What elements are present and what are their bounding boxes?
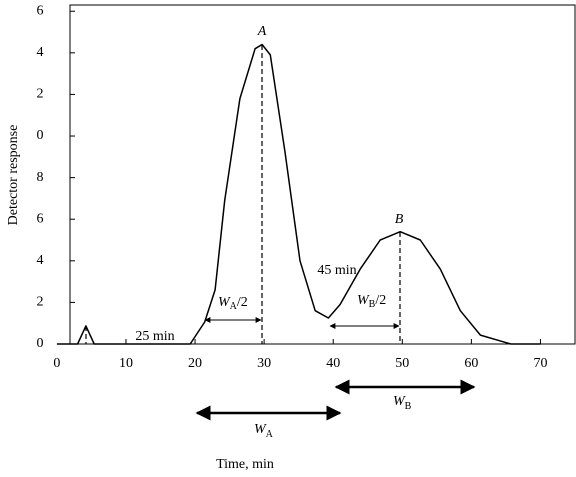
x-tick-label: 40: [326, 356, 340, 371]
x-tick-label: 30: [257, 356, 271, 371]
y-tick-label: 4: [37, 253, 44, 268]
plot-frame: [69, 4, 576, 345]
width-label: WB/2: [357, 293, 386, 310]
x-tick-label: 20: [188, 356, 202, 371]
y-tick-label: 0: [37, 336, 44, 351]
x-tick-label: 0: [53, 356, 60, 371]
chromatogram-line: [56, 43, 541, 345]
peak-label: A: [257, 24, 267, 39]
y-tick-label: 6: [37, 3, 44, 18]
width-label: WA: [254, 422, 274, 440]
x-tick-label: 60: [464, 356, 478, 371]
time-label: 45 min: [317, 263, 356, 278]
x-axis-title: Time, min: [216, 457, 274, 472]
x-tick-label: 50: [395, 356, 409, 371]
y-tick-label: 8: [37, 170, 44, 185]
x-tick-label: 10: [119, 356, 133, 371]
y-tick-label: 4: [37, 45, 44, 60]
width-label: WB: [393, 394, 412, 412]
y-tick-label: 6: [37, 211, 44, 226]
y-tick-label: 2: [37, 87, 44, 102]
width-label: WA/2: [218, 295, 248, 312]
y-tick-label: 0: [37, 128, 44, 143]
peak-label: B: [395, 212, 404, 227]
y-tick-label: 2: [37, 295, 44, 310]
time-label: 25 min: [135, 329, 174, 344]
y-axis-title: Detector response: [6, 125, 21, 226]
x-tick-label: 70: [533, 356, 547, 371]
